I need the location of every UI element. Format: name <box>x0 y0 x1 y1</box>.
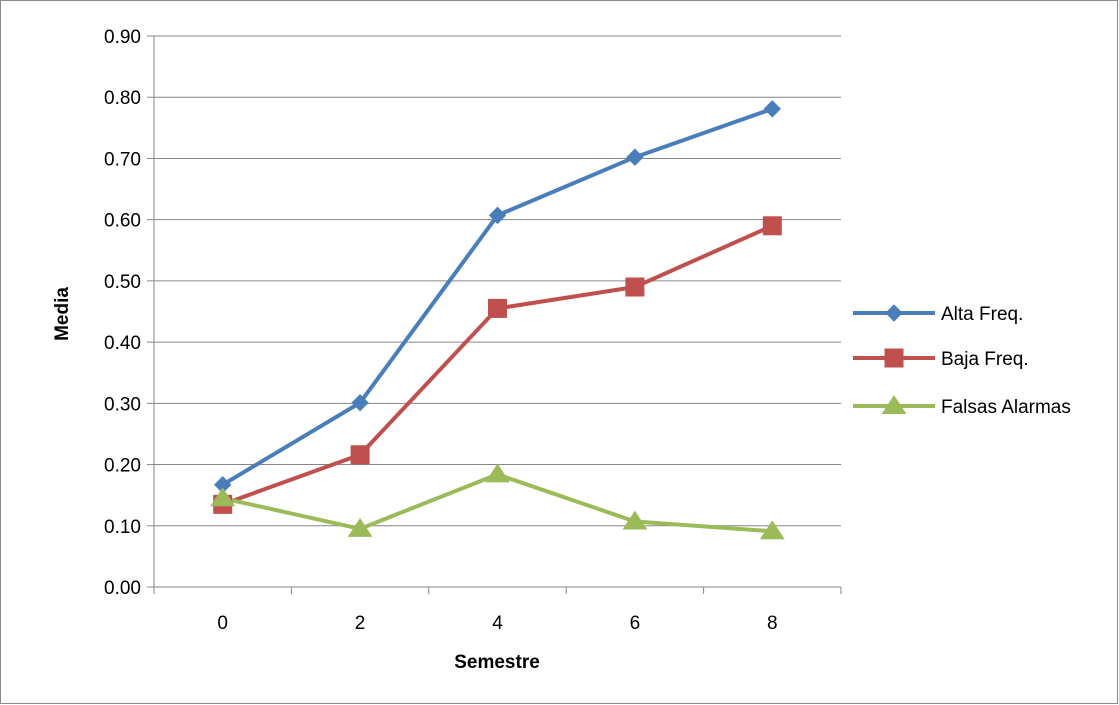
data-point <box>763 100 782 118</box>
legend-label: Falsas Alarmas <box>941 397 1071 418</box>
data-point <box>347 517 373 537</box>
y-axis-title: Media <box>52 287 73 341</box>
data-point <box>210 487 236 507</box>
data-point <box>488 206 507 225</box>
series-line <box>220 472 775 534</box>
data-point <box>351 394 369 412</box>
series-line <box>220 106 775 487</box>
x-tick-labels: 0 2 4 6 8 <box>217 613 777 634</box>
legend-marker <box>884 348 904 368</box>
legend-label: Alta Freq. <box>941 304 1023 325</box>
data-point <box>350 445 370 465</box>
y-tick-label: 0.20 <box>104 456 141 477</box>
x-tick-label: 4 <box>492 613 503 634</box>
legend: Alta Freq. Baja Freq. Falsas Alarmas <box>853 304 1071 418</box>
legend-marker <box>885 304 903 322</box>
data-point <box>625 277 645 297</box>
data-point <box>762 216 782 236</box>
x-tick-label: 6 <box>630 613 641 634</box>
x-tick-label: 2 <box>355 613 366 634</box>
y-tick-label: 0.40 <box>104 333 141 354</box>
data-point <box>488 298 507 318</box>
y-tick-label: 0.80 <box>104 88 141 109</box>
legend-label: Baja Freq. <box>941 349 1029 370</box>
y-tick-label: 0.00 <box>104 578 141 599</box>
y-tick-labels: 0.00 0.10 0.20 0.30 0.40 0.50 0.60 0.70 0.80 0.90 <box>104 27 141 599</box>
y-tick-label: 0.90 <box>104 27 141 48</box>
data-point <box>485 463 510 483</box>
y-tick-label: 0.60 <box>104 211 141 232</box>
legend-marker <box>881 395 907 414</box>
data-point <box>622 510 648 530</box>
y-tick-label: 0.70 <box>104 149 141 170</box>
x-tick-label: 8 <box>767 613 778 634</box>
axes <box>147 35 842 594</box>
y-tick-label: 0.30 <box>104 394 141 415</box>
data-point <box>626 148 644 166</box>
x-axis-title: Semestre <box>454 652 540 673</box>
series-line <box>220 223 775 507</box>
series-markers <box>210 100 785 540</box>
y-tick-label: 0.50 <box>104 272 141 293</box>
data-point <box>759 520 785 540</box>
x-tick-label: 0 <box>217 613 228 634</box>
y-tick-label: 0.10 <box>104 517 141 538</box>
gridlines <box>154 35 841 527</box>
